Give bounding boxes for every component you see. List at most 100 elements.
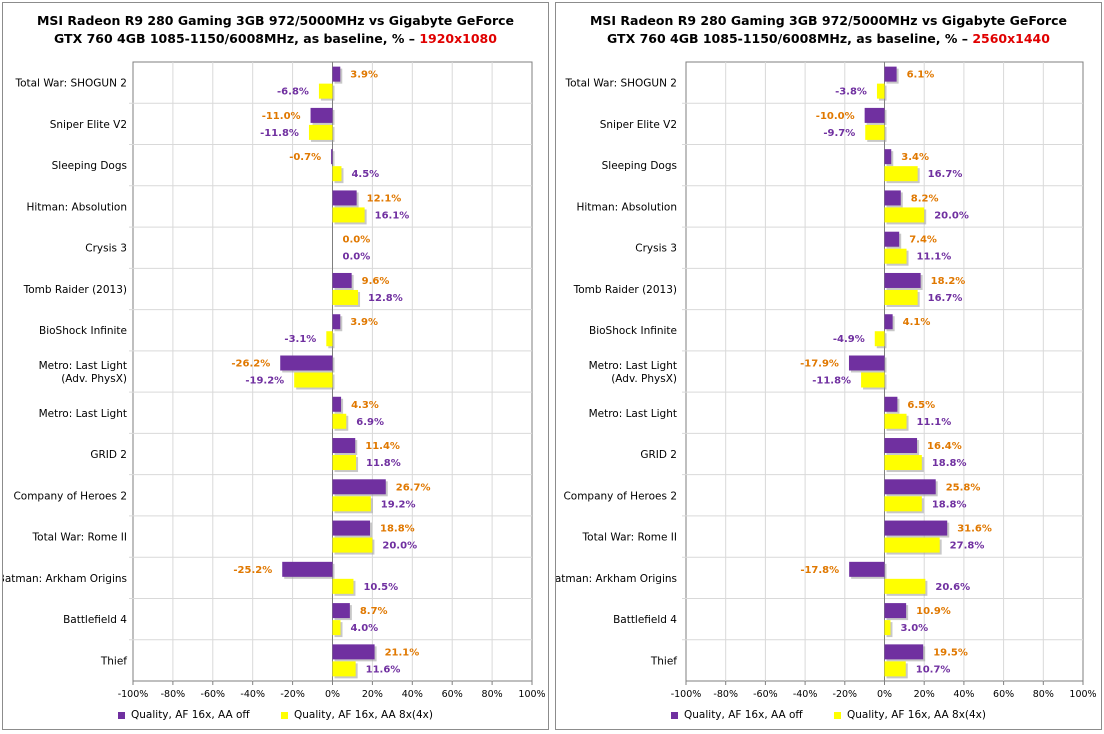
bar-aa-off	[884, 314, 893, 330]
category-label: Hitman: Absolution	[576, 201, 677, 213]
bar-aa-8x	[332, 289, 359, 305]
category-label: Total War: Rome II	[32, 532, 127, 544]
bar-aa-off	[332, 520, 371, 536]
data-label: 18.8%	[932, 499, 967, 510]
chart-title-resolution: 2560x1440	[972, 31, 1050, 46]
data-label: 25.8%	[946, 482, 981, 493]
bar-aa-off	[884, 272, 921, 288]
chart-title-line2: GTX 760 4GB 1085-1150/6008MHz, as baseli…	[607, 31, 973, 46]
bar-aa-off	[332, 479, 386, 495]
category-label: (Adv. PhysX)	[61, 373, 127, 385]
bar-aa-8x	[876, 83, 885, 99]
bar-aa-8x	[332, 166, 342, 182]
bar-aa-8x	[332, 578, 354, 594]
bar-aa-off	[282, 561, 333, 577]
bar-aa-off	[332, 314, 341, 330]
data-label: 10.7%	[916, 664, 951, 675]
category-label: Company of Heroes 2	[13, 490, 127, 502]
category-label: Sniper Elite V2	[50, 119, 127, 131]
x-tick-label: 100%	[518, 689, 545, 700]
data-label: 18.2%	[931, 276, 966, 287]
x-tick-label: 0%	[325, 689, 340, 700]
legend-label: Quality, AF 16x, AA off	[684, 709, 803, 721]
data-label: 4.3%	[351, 400, 379, 411]
bar-aa-off	[864, 107, 885, 123]
bar-aa-off	[332, 190, 357, 206]
chart-title: MSI Radeon R9 280 Gaming 3GB 972/5000MHz…	[556, 12, 1101, 48]
data-label: 26.7%	[396, 482, 431, 493]
bar-aa-off	[332, 272, 352, 288]
chart-title-line1: MSI Radeon R9 280 Gaming 3GB 972/5000MHz…	[36, 13, 515, 28]
chart-title-line2: GTX 760 4GB 1085-1150/6008MHz, as baseli…	[54, 31, 420, 46]
x-tick-label: -80%	[713, 689, 738, 700]
bar-aa-off	[884, 438, 918, 454]
x-tick-label: -80%	[161, 689, 186, 700]
category-label: Batman: Arkham Origins	[3, 573, 127, 585]
category-label: Batman: Arkham Origins	[556, 573, 677, 585]
category-label: Tomb Raider (2013)	[573, 284, 677, 296]
bar-aa-off	[884, 149, 892, 165]
legend-item-aa-8x: Quality, AF 16x, AA 8x(4x)	[281, 709, 433, 721]
bar-aa-8x	[332, 496, 371, 512]
data-label: -11.8%	[260, 128, 299, 139]
chart-panel-2560x1440: MSI Radeon R9 280 Gaming 3GB 972/5000MHz…	[555, 2, 1102, 730]
x-tick-label: -100%	[671, 689, 702, 700]
x-tick-label: 20%	[362, 689, 383, 700]
x-tick-label: -40%	[793, 689, 818, 700]
bar-aa-off	[884, 231, 900, 247]
data-label: 9.6%	[362, 276, 390, 287]
x-tick-label: 60%	[442, 689, 463, 700]
data-label: 20.6%	[935, 582, 970, 593]
data-label: 11.8%	[366, 458, 401, 469]
legend-label: Quality, AF 16x, AA 8x(4x)	[294, 709, 433, 721]
category-label: Total War: Rome II	[582, 532, 677, 544]
data-label: 21.1%	[385, 647, 420, 658]
data-label: 20.0%	[934, 210, 969, 221]
data-label: 11.6%	[366, 664, 401, 675]
data-label: 3.0%	[900, 623, 928, 634]
category-label: (Adv. PhysX)	[611, 373, 677, 385]
data-label: 0.0%	[343, 252, 371, 263]
chart-legend: Quality, AF 16x, AA off Quality, AF 16x,…	[556, 709, 1101, 721]
bar-aa-off	[332, 438, 356, 454]
data-label: 6.9%	[356, 417, 384, 428]
data-label: 11.1%	[917, 252, 952, 263]
category-label: Total War: SHOGUN 2	[564, 78, 677, 90]
category-label: Total War: SHOGUN 2	[14, 78, 127, 90]
bar-aa-8x	[884, 455, 922, 471]
data-label: 11.4%	[365, 441, 400, 452]
bar-aa-off	[884, 479, 936, 495]
category-label: Metro: Last Light	[589, 360, 677, 372]
legend-item-aa-off: Quality, AF 16x, AA off	[671, 709, 803, 721]
bar-aa-off	[332, 396, 342, 412]
data-label: 31.6%	[957, 524, 992, 535]
category-label: GRID 2	[90, 449, 127, 461]
category-label: Thief	[100, 655, 127, 667]
data-label: 12.8%	[368, 293, 403, 304]
legend-item-aa-off: Quality, AF 16x, AA off	[118, 709, 250, 721]
bar-aa-8x	[332, 413, 347, 429]
x-tick-label: 0%	[877, 689, 892, 700]
data-label: 19.2%	[381, 499, 416, 510]
bar-aa-8x	[884, 413, 907, 429]
bar-aa-8x	[884, 289, 918, 305]
data-label: 10.5%	[363, 582, 398, 593]
data-label: -25.2%	[233, 565, 272, 576]
x-tick-label: -20%	[280, 689, 305, 700]
bar-aa-off	[884, 520, 948, 536]
category-label: Sleeping Dogs	[602, 160, 677, 172]
x-tick-label: 40%	[402, 689, 423, 700]
legend-swatch-yellow	[834, 711, 842, 719]
x-tick-label: -20%	[833, 689, 858, 700]
data-label: 16.4%	[927, 441, 962, 452]
x-tick-label: 20%	[914, 689, 935, 700]
data-label: 3.4%	[901, 152, 929, 163]
legend-label: Quality, AF 16x, AA off	[131, 709, 250, 721]
bar-aa-8x	[332, 661, 356, 677]
data-label: -19.2%	[245, 376, 284, 387]
x-tick-label: -100%	[118, 689, 149, 700]
bar-aa-off	[884, 644, 924, 660]
bar-aa-8x	[884, 496, 922, 512]
bar-aa-8x	[884, 620, 891, 636]
bar-aa-8x	[332, 455, 357, 471]
